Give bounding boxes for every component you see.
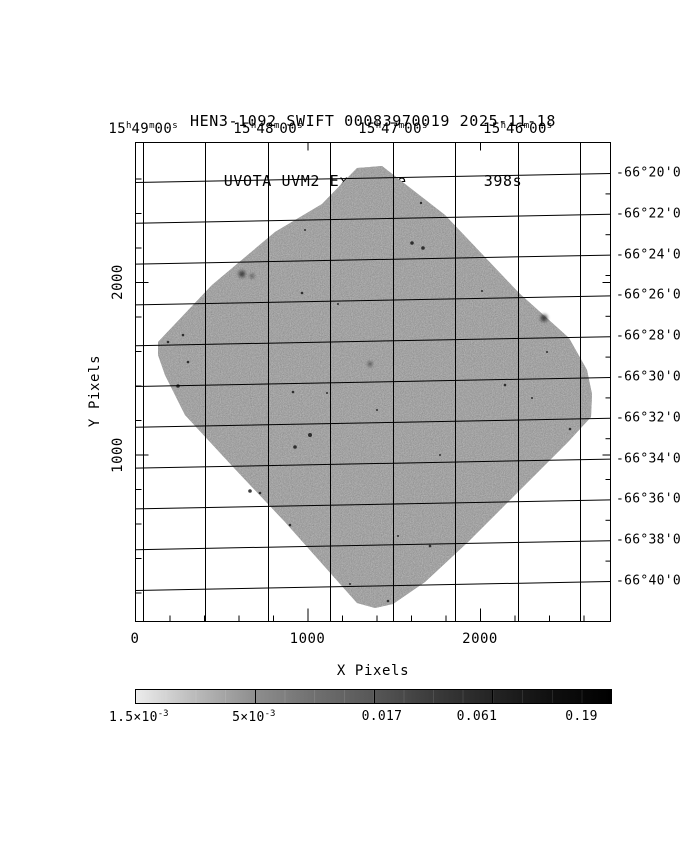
dec-grid-line xyxy=(135,458,611,469)
point-source xyxy=(238,270,246,278)
point-source xyxy=(410,241,414,245)
point-source xyxy=(300,291,304,295)
point-source xyxy=(568,427,572,431)
colorbar xyxy=(135,689,612,704)
x-tick-label: 2000 xyxy=(462,631,498,647)
colorbar-tick-label: 0.19 xyxy=(565,709,598,724)
dec-tick-label: -66°24'0 xyxy=(616,247,680,263)
dec-tick-label: -66°40'0 xyxy=(616,573,680,589)
dec-grid-line xyxy=(135,581,611,591)
x-tick-label: 1000 xyxy=(289,631,326,647)
point-source xyxy=(326,392,328,394)
coordinate-grid xyxy=(135,142,611,622)
ra-tick-label: 15h49m00s xyxy=(108,121,178,137)
dec-tick-label: -66°20'0 xyxy=(616,165,680,181)
colorbar-tick-label: 0.017 xyxy=(361,709,403,724)
dec-tick-label: -66°32'0 xyxy=(616,410,680,426)
point-source xyxy=(166,340,170,344)
point-source xyxy=(258,491,262,495)
dec-tick-label: -66°36'0 xyxy=(616,491,680,507)
dec-grid-line xyxy=(135,295,611,306)
dec-grid-line xyxy=(135,540,611,551)
point-source xyxy=(376,409,378,411)
point-source xyxy=(288,523,292,527)
colorbar-tick-label: 1.5×10-3 xyxy=(108,709,169,725)
colorbar-tick-label: 0.061 xyxy=(456,709,498,724)
point-source xyxy=(186,360,190,364)
point-source xyxy=(439,454,441,456)
point-source xyxy=(540,314,548,322)
dec-tick-label: -66°38'0 xyxy=(616,532,680,548)
colorbar-tick-label: 5×10-3 xyxy=(232,709,276,725)
x-axis-title: X Pixels xyxy=(336,663,410,679)
point-source xyxy=(428,544,432,548)
point-source xyxy=(397,535,399,537)
point-source xyxy=(481,290,483,292)
colorbar-tick xyxy=(373,690,375,703)
x-tick-label: 0 xyxy=(130,631,140,647)
point-source xyxy=(546,351,548,353)
point-source xyxy=(503,383,507,387)
ra-tick-label: 15h46m00s xyxy=(482,121,553,137)
dec-tick-label: -66°26'0 xyxy=(616,287,680,303)
point-source xyxy=(248,489,252,493)
plot-frame xyxy=(135,142,611,622)
point-source xyxy=(291,390,295,394)
dec-grid-line xyxy=(135,377,611,387)
dec-grid-line xyxy=(135,173,611,183)
point-source xyxy=(386,599,390,603)
axis-ticks xyxy=(135,142,611,622)
ra-tick-label: 15h48m00s xyxy=(233,121,303,137)
point-source xyxy=(308,433,312,437)
point-sources xyxy=(166,201,572,603)
point-source xyxy=(349,583,351,585)
point-source xyxy=(304,229,306,231)
y-tick-label: 1000 xyxy=(110,436,126,473)
exposure-map-plot xyxy=(135,142,611,622)
y-axis-title: Y Pixels xyxy=(87,354,103,428)
point-source xyxy=(531,397,533,399)
dec-grid-line xyxy=(135,254,611,265)
point-source xyxy=(337,303,339,305)
dec-tick-label: -66°30'0 xyxy=(616,369,680,385)
point-source xyxy=(293,445,297,449)
exposure-map xyxy=(158,166,592,608)
title-line-1: HEN3-1092 SWIFT 00083970019 2025-11-18 xyxy=(190,112,556,130)
point-source xyxy=(250,274,254,278)
point-source xyxy=(419,201,423,205)
point-source xyxy=(421,246,425,250)
ra-tick-label: 15h47m00s xyxy=(358,121,428,137)
dec-tick-label: -66°28'0 xyxy=(616,328,680,344)
dec-grid-line xyxy=(135,417,611,428)
colorbar-tick xyxy=(492,690,494,703)
dec-tick-label: -66°22'0 xyxy=(616,206,680,222)
dec-tick-label: -66°34'0 xyxy=(616,451,680,467)
point-source xyxy=(181,333,185,337)
colorbar-tick xyxy=(254,690,256,703)
dec-grid-line xyxy=(135,213,611,224)
point-source xyxy=(368,362,372,366)
y-tick-label: 2000 xyxy=(110,264,126,300)
dec-grid-line xyxy=(135,499,611,510)
dec-grid-line xyxy=(135,336,611,347)
